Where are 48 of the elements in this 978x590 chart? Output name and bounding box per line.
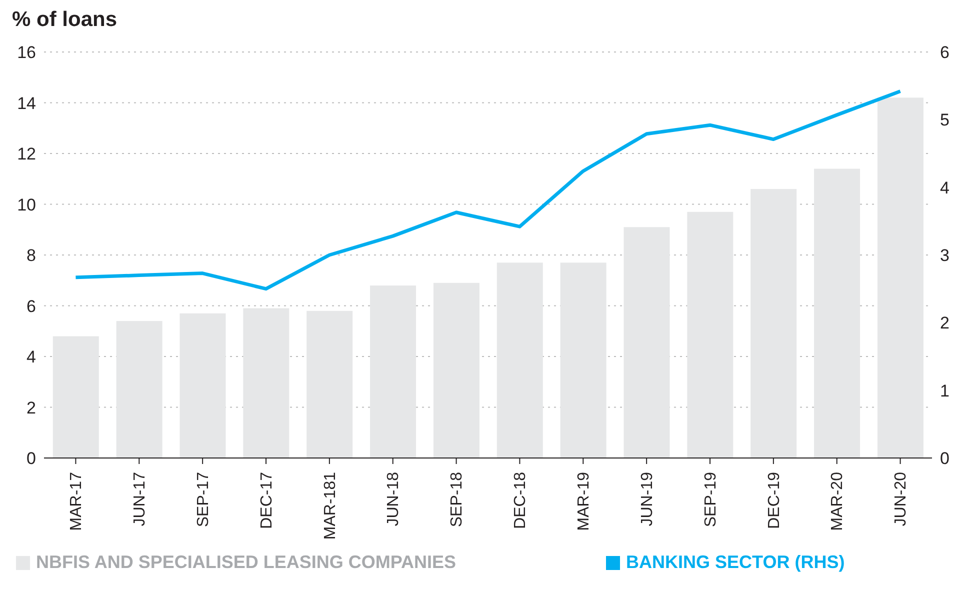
bar: [52, 336, 99, 458]
bar: [687, 212, 734, 458]
chart-title: % of loans: [11, 8, 118, 33]
y-tick-label: 14: [17, 94, 36, 113]
y-tick-label: 4: [26, 348, 36, 367]
legend-label: NBFIS AND SPECIALISED LEASING COMPANIES: [35, 552, 456, 573]
y-tick-label: 2: [26, 398, 36, 418]
y2-tick-label: 2: [940, 314, 950, 333]
y-tick-label: 0: [26, 449, 36, 468]
x-tick-label: DEC-18: [512, 472, 530, 529]
bar: [814, 168, 860, 458]
x-tick-label: JUN-18: [385, 472, 402, 526]
line-series: [74, 89, 902, 291]
bar: [750, 189, 797, 458]
x-tick-label: MAR-19: [576, 472, 593, 531]
x-tick-label: JUN-19: [638, 472, 656, 526]
bar: [370, 285, 416, 458]
x-tick-label: DEC-19: [766, 472, 783, 529]
x-tick-label: MAR-181: [322, 472, 339, 540]
x-tick-label: SEP-18: [448, 472, 466, 528]
x-tick-label: JUN-20: [892, 472, 910, 526]
y-tick-label: 12: [17, 144, 36, 164]
bar: [560, 262, 606, 458]
y-tick-label: 8: [26, 246, 36, 266]
bar: [306, 310, 353, 458]
y-tick-label: 16: [17, 43, 36, 62]
y2-tick-label: 6: [940, 43, 950, 62]
x-tick-label: SEP-19: [702, 472, 720, 528]
y2-tick-label: 5: [940, 110, 950, 130]
x-tick-label: JUN-17: [132, 472, 149, 526]
x-tick-label: MAR-17: [68, 472, 86, 531]
y-tick-label: 10: [17, 195, 36, 214]
bar: [243, 308, 290, 458]
bar: [877, 98, 924, 458]
y-tick-label: 6: [26, 296, 36, 316]
y2-tick-label: 1: [940, 381, 950, 400]
y2-tick-label: 0: [940, 449, 950, 468]
bar: [116, 320, 162, 458]
x-tick-label: DEC-17: [258, 472, 276, 529]
x-tick-label: SEP-17: [194, 472, 212, 528]
x-tick-label: MAR-20: [829, 472, 846, 531]
bar: [624, 227, 670, 458]
y2-tick-label: 4: [940, 178, 950, 198]
legend-label: BANKING SECTOR (RHS): [625, 552, 845, 573]
bar: [180, 313, 226, 458]
bar: [496, 262, 543, 458]
bar: [433, 282, 480, 458]
y2-tick-label: 3: [940, 246, 950, 266]
